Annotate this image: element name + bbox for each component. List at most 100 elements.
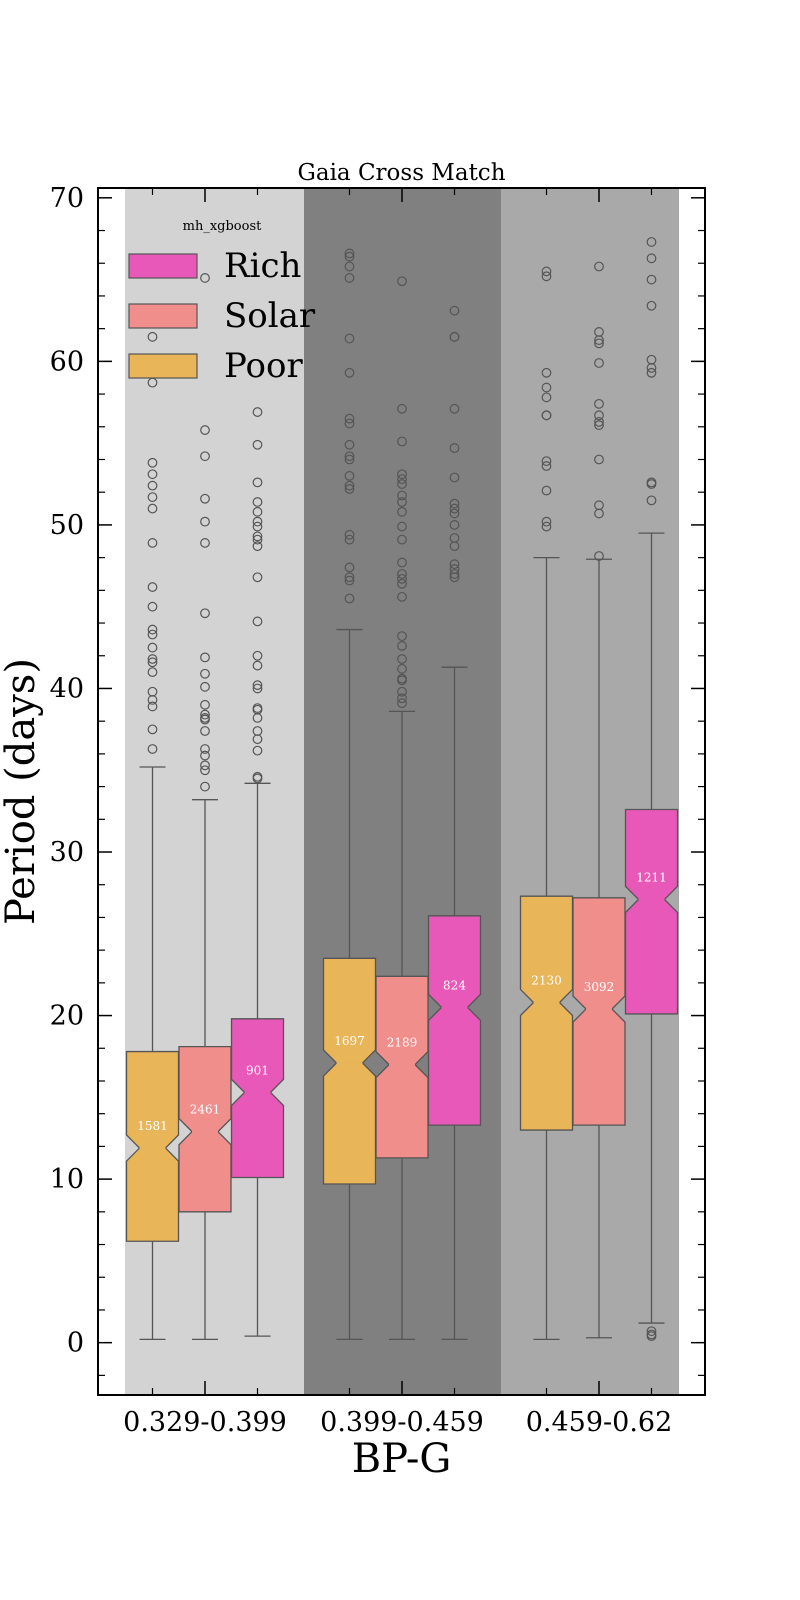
count-label: 901 [246, 1063, 269, 1077]
outlier-point [397, 698, 407, 709]
outlier-point [200, 652, 210, 663]
outlier-point [397, 591, 407, 602]
outlier-point [449, 520, 460, 530]
outlier-point [252, 497, 263, 507]
outlier-point [344, 562, 355, 573]
outlier-point [200, 493, 210, 504]
outlier-point [541, 485, 552, 496]
outlier-point [646, 367, 657, 378]
outlier-point [252, 680, 263, 691]
outlier-point [344, 454, 355, 465]
outlier-point [646, 495, 657, 506]
outlier-point [344, 451, 355, 462]
outlier-point [147, 642, 158, 653]
box-poor-2: 1697 [322, 248, 377, 1341]
outlier-point [541, 516, 552, 527]
outlier-point [594, 358, 604, 368]
outlier-point [541, 521, 552, 532]
outlier-point [646, 1326, 657, 1337]
outlier-point [397, 569, 407, 579]
box-body [178, 1045, 232, 1213]
legend-entry-poor: Poor [128, 346, 303, 386]
box-solar-2: 2189 [375, 276, 429, 1341]
outlier-point [397, 469, 407, 480]
outlier-point [594, 327, 604, 337]
outlier-point [344, 484, 355, 494]
outlier-point [397, 276, 407, 287]
y-tick-label: 20 [50, 1001, 84, 1032]
count-label: 2461 [190, 1103, 221, 1117]
box-body [519, 895, 574, 1131]
count-label: 824 [443, 978, 466, 992]
outlier-point [541, 410, 552, 421]
outlier-point [646, 354, 657, 365]
x-axis-label: BP-G [352, 1436, 452, 1482]
outlier-point [449, 403, 460, 414]
outlier-point [200, 765, 210, 776]
outlier-point [200, 713, 210, 723]
outlier-point [449, 305, 460, 316]
outlier-point [449, 472, 460, 483]
outlier-point [147, 629, 158, 640]
outlier-point [200, 273, 210, 283]
outlier-point [147, 701, 158, 712]
legend: mh_xgboost Rich Solar Poor [128, 219, 316, 386]
y-tick-label: 10 [50, 1164, 84, 1195]
outlier-point [200, 538, 210, 548]
y-tick-label: 50 [50, 510, 84, 541]
outlier-point [344, 248, 355, 259]
outlier-point [397, 673, 407, 684]
outlier-point [397, 631, 407, 642]
outlier-point [147, 331, 158, 342]
outlier-point [541, 266, 552, 277]
outlier-point [646, 1329, 657, 1340]
outlier-point [252, 534, 263, 545]
outlier-point [252, 531, 263, 542]
outlier-point [200, 699, 210, 710]
outlier-point [397, 479, 407, 489]
outlier-point [147, 538, 158, 548]
axes: 0 10 20 30 40 50 60 70 0.329-0.399 0.399-0.459 0.4… [50, 183, 706, 1438]
count-label: 1581 [137, 1119, 168, 1133]
outlier-point [594, 551, 604, 561]
outlier-point [200, 709, 210, 720]
y-tick-label: 70 [50, 183, 84, 214]
outlier-point [147, 654, 158, 664]
box-body [427, 915, 482, 1126]
chart-title: Gaia Cross Match [297, 160, 505, 186]
outlier-point [449, 443, 460, 453]
outlier-point [541, 367, 552, 378]
outlier-point [147, 582, 158, 592]
outlier-point [594, 420, 604, 431]
outlier-point [344, 273, 355, 283]
outlier-point [646, 237, 657, 247]
outlier-point [397, 557, 407, 568]
x-tick-label: 0.459-0.62 [526, 1407, 673, 1438]
y-tick-label: 0 [67, 1328, 84, 1359]
outlier-point [594, 500, 604, 511]
outlier-point [200, 668, 210, 679]
outlier-point [147, 657, 158, 668]
outlier-point [449, 331, 460, 342]
outlier-point [397, 693, 407, 704]
outlier-point [344, 572, 355, 583]
outlier-point [397, 654, 407, 664]
outlier-point [344, 418, 355, 429]
outlier-point [397, 534, 407, 545]
outlier-point [594, 410, 604, 421]
outlier-point [252, 407, 263, 417]
outlier-point [252, 650, 263, 661]
outlier-point [397, 578, 407, 589]
outlier-point [200, 726, 210, 736]
outlier-point [252, 703, 263, 713]
box-poor-3: 2130 [519, 266, 574, 1341]
outlier-point [541, 382, 552, 393]
outlier-point [397, 521, 407, 532]
y-axis-label: Period (days) [0, 658, 44, 925]
outlier-point [449, 569, 460, 579]
count-label: 3092 [584, 980, 615, 994]
box-poor-1: 1581 [125, 331, 180, 1341]
outlier-point [594, 261, 604, 272]
outlier-point [147, 724, 158, 735]
box-body [322, 957, 377, 1185]
